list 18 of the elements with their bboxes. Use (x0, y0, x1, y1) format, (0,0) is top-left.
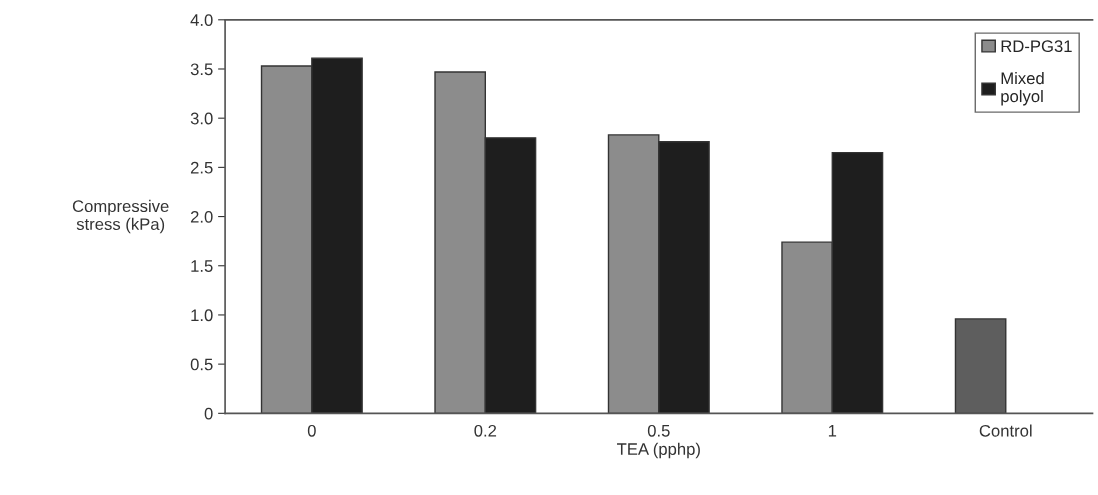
y-tick-label: 0.5 (190, 358, 213, 371)
x-tick-label: 0.5 (647, 424, 670, 437)
y-tick-label: 3.5 (190, 63, 213, 76)
legend-label: Mixed polyol (1001, 72, 1044, 106)
y-tick-label: 1.0 (191, 309, 213, 322)
y-tick-label: 0 (204, 407, 213, 420)
x-tick-label: Control (979, 424, 1032, 437)
x-axis-title: TEA (pphp) (617, 442, 700, 459)
y-tick-label: 1.5 (191, 260, 213, 272)
y-tick-label: 2.0 (190, 210, 213, 223)
y-tick-label: 2.5 (190, 161, 213, 174)
y-axis-title: Compressive stress (kPa) (72, 199, 169, 234)
x-tick-label: 0 (307, 424, 316, 437)
x-tick-label: 1 (828, 425, 837, 437)
y-tick-label: 3.0 (190, 112, 213, 125)
x-tick-label: 0.2 (474, 424, 497, 437)
y-tick-label: 4.0 (190, 14, 213, 26)
legend-label: RD-PG31 (1001, 40, 1072, 53)
